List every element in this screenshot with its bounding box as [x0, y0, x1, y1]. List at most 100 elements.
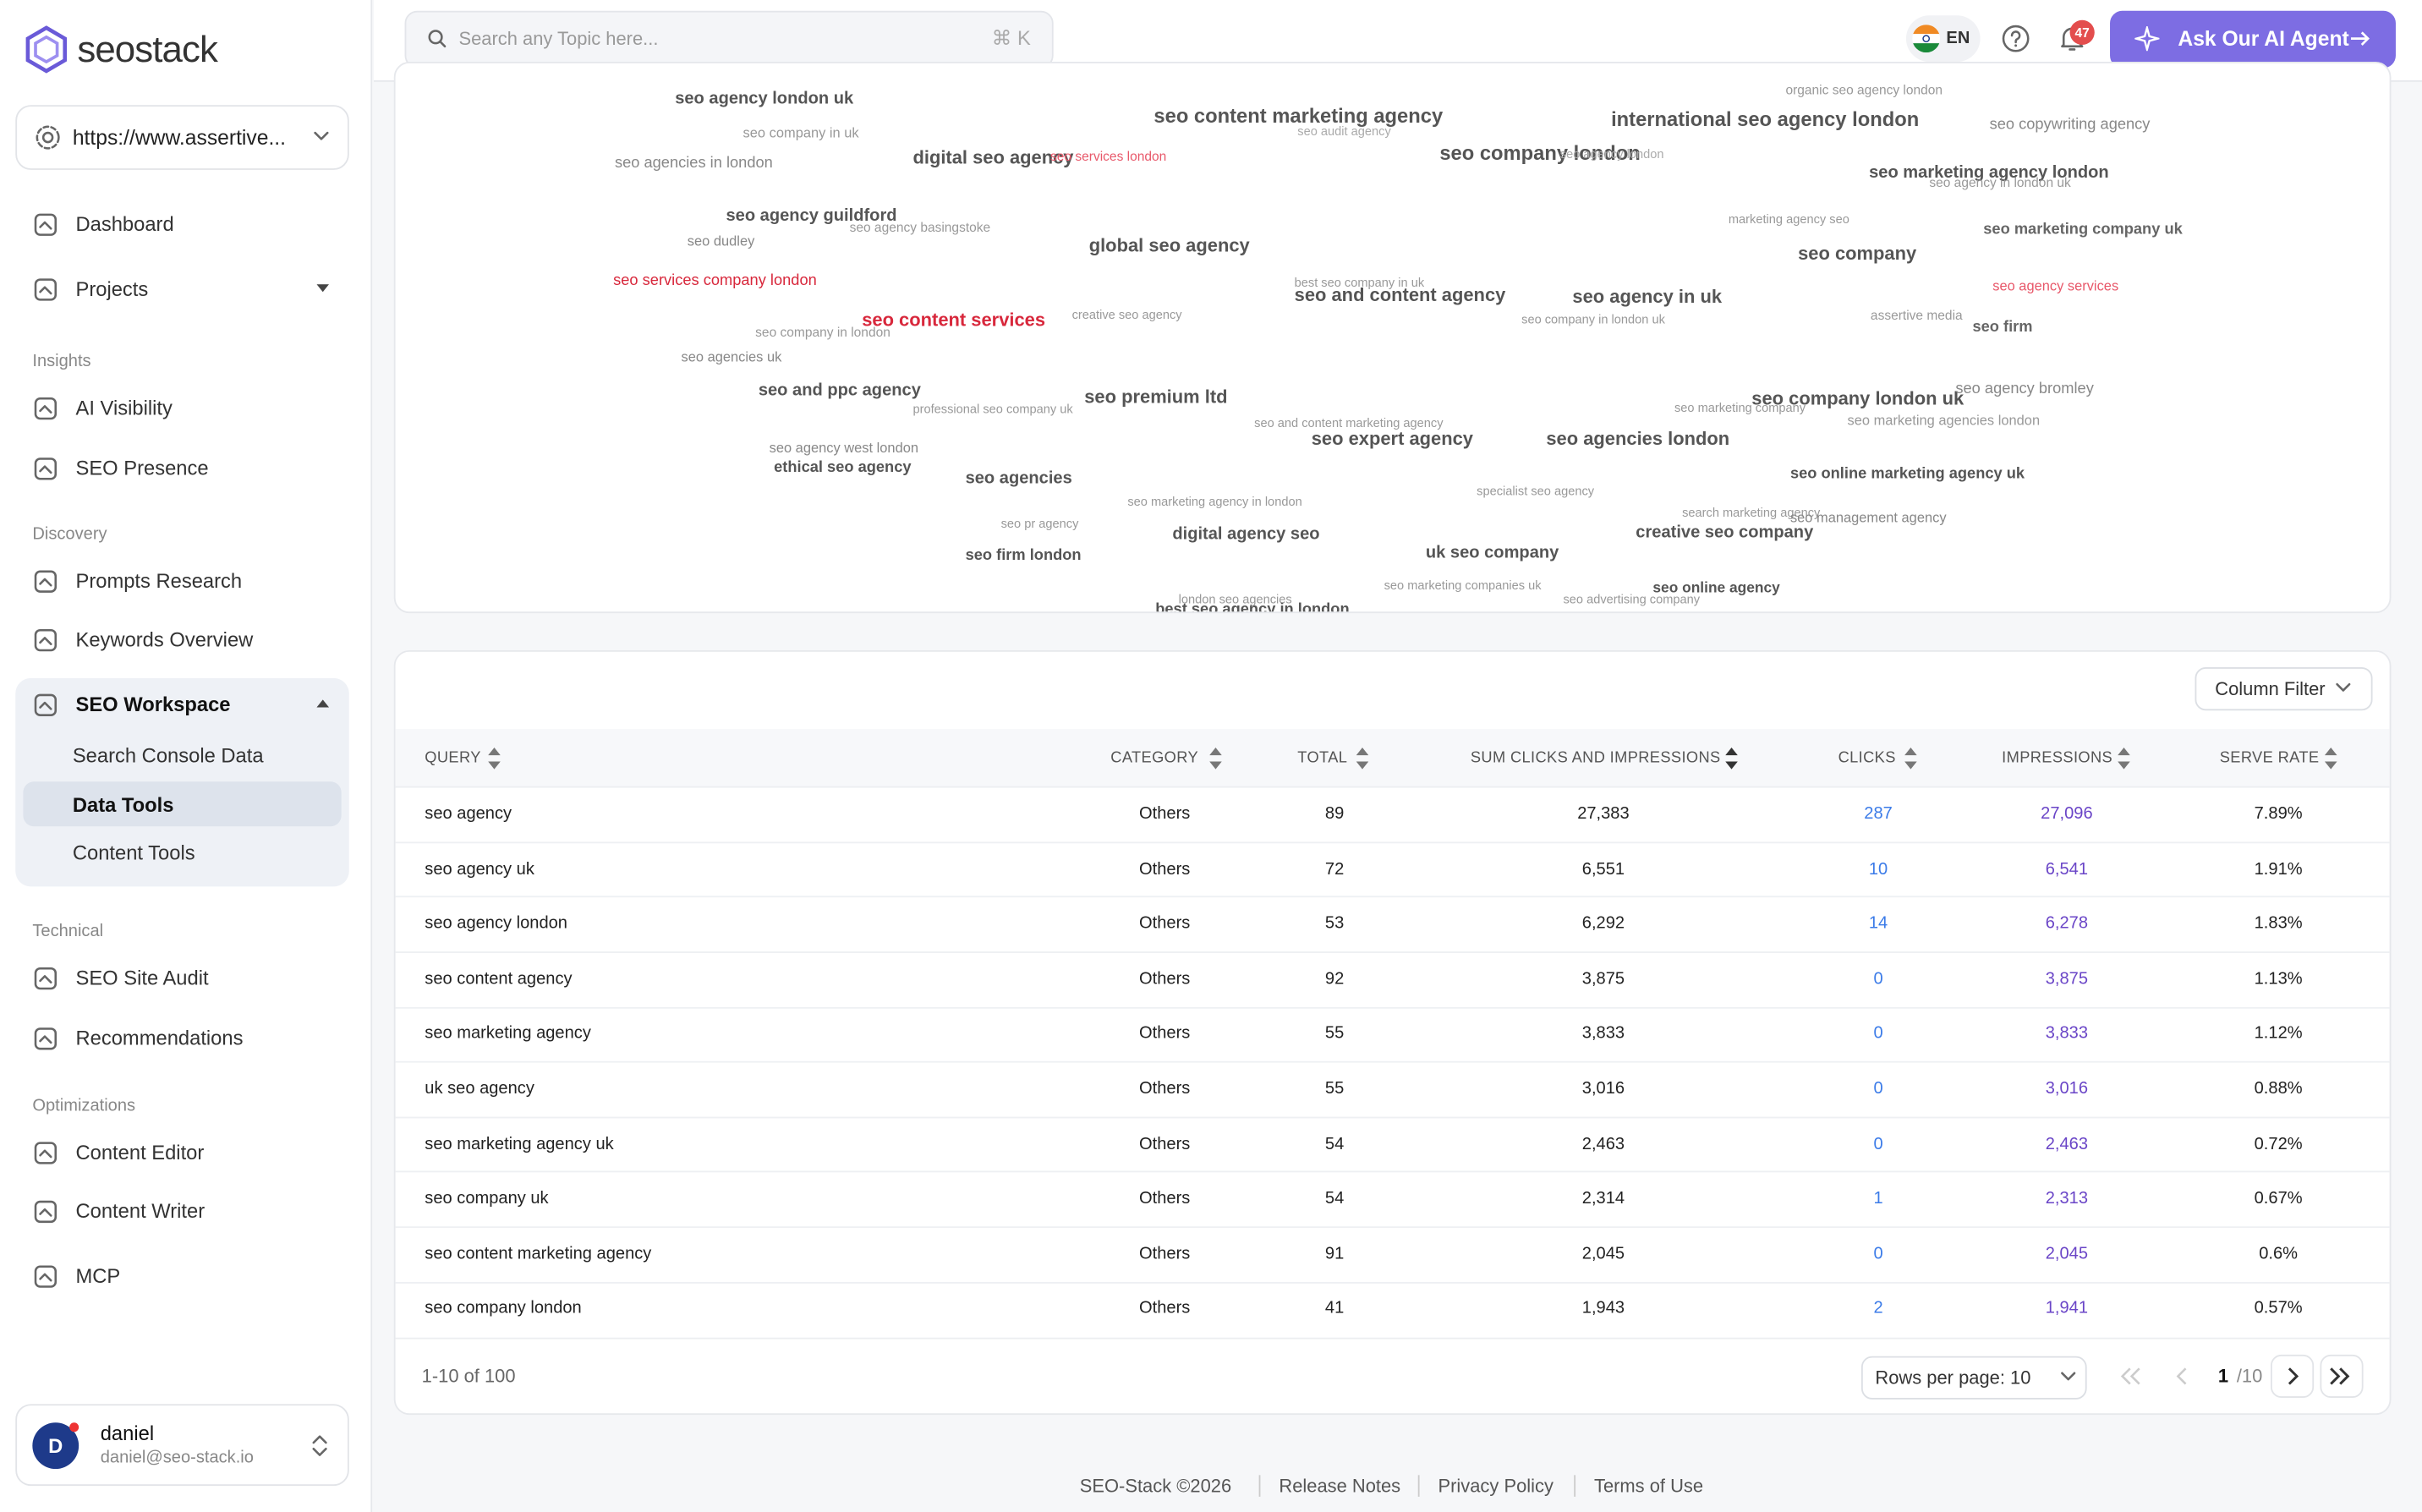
table-cell: 2,313 — [2045, 1189, 2089, 1208]
table-cell: Others — [1139, 1189, 1191, 1208]
user-email: daniel@seo-stack.io — [100, 1449, 254, 1468]
table-cell: 41 — [1324, 1299, 1345, 1318]
table-cell: seo company uk — [425, 1189, 549, 1208]
help-icon[interactable] — [2002, 25, 2030, 52]
cloud-word: seo marketing agency in london — [1127, 495, 1302, 509]
site-url: https://www.assertive... — [72, 125, 286, 150]
cloud-word: seo marketing companies uk — [1384, 578, 1542, 593]
row-divider — [395, 896, 2390, 898]
nav-item[interactable]: SEO Site Audit — [75, 966, 209, 989]
table-cell: 14 — [1868, 914, 1888, 934]
column-header[interactable]: SERVE RATE — [2219, 749, 2320, 767]
last-button[interactable] — [2320, 1354, 2364, 1399]
table-cell: Others — [1139, 914, 1191, 934]
nav-item[interactable]: Recommendations — [75, 1026, 244, 1050]
table-cell: 91 — [1324, 1244, 1345, 1263]
section-label: Insights — [32, 352, 91, 371]
nav-item[interactable]: SEO Presence — [75, 456, 209, 480]
cloud-word: seo dudley — [687, 233, 755, 249]
sort-icon[interactable] — [2324, 748, 2337, 770]
nav-item[interactable]: MCP — [75, 1264, 121, 1288]
sub-nav-item[interactable]: Content Tools — [72, 841, 195, 864]
sort-icon[interactable] — [1725, 748, 1738, 770]
cloud-word: seo company in london — [755, 324, 890, 340]
cloud-word: seo marketing agency london — [1869, 163, 2109, 183]
sort-icon[interactable] — [1356, 748, 1369, 770]
table-cell: 89 — [1324, 804, 1345, 824]
cloud-word: professional seo company uk — [912, 402, 1073, 417]
table-cell: Others — [1139, 969, 1191, 989]
cloud-word: search marketing agency — [1682, 506, 1821, 520]
nav-icon — [34, 1265, 58, 1288]
table-cell: Others — [1139, 859, 1191, 879]
cloud-word: seo company london — [1439, 141, 1641, 165]
row-divider — [395, 1061, 2390, 1063]
section-label: Discovery — [32, 525, 107, 544]
row-divider — [395, 951, 2390, 953]
nav-item[interactable]: Projects — [75, 277, 149, 301]
sub-nav-item[interactable]: Data Tools — [72, 792, 174, 817]
sort-icon[interactable] — [488, 748, 501, 770]
cloud-word: seo agency services — [1992, 277, 2119, 294]
nav-icon — [34, 693, 58, 716]
cloud-word: seo agency in uk — [1572, 285, 1723, 308]
nav-item[interactable]: Content Editor — [75, 1140, 205, 1164]
sort-icon[interactable] — [1209, 748, 1222, 770]
next-button[interactable] — [2271, 1354, 2315, 1399]
column-header[interactable]: CLICKS — [1838, 749, 1896, 767]
arrow-icon — [2350, 31, 2370, 46]
footer-link[interactable]: Release Notes — [1279, 1475, 1401, 1497]
table-cell: 0 — [1873, 1079, 1883, 1098]
nav-item[interactable]: Dashboard — [75, 212, 174, 236]
footer-link[interactable]: Terms of Use — [1593, 1475, 1704, 1497]
table-cell: 0 — [1873, 1024, 1883, 1044]
prev-page — [2176, 1367, 2187, 1385]
row-divider — [395, 1116, 2390, 1119]
cloud-word: seo services company london — [613, 272, 817, 290]
sort-icon[interactable] — [2118, 748, 2130, 770]
nav-item[interactable]: SEO Workspace — [75, 693, 231, 716]
nav-item[interactable]: Content Writer — [75, 1199, 205, 1223]
table-cell: uk seo agency — [425, 1079, 534, 1098]
table-cell: 6,541 — [2045, 859, 2089, 879]
table-cell: 2,045 — [2045, 1244, 2089, 1263]
sub-nav-item[interactable]: Search Console Data — [72, 743, 264, 767]
table-header — [395, 729, 2390, 788]
cloud-word: seo premium ltd — [1084, 386, 1228, 408]
table-cell: 2 — [1873, 1299, 1883, 1318]
cloud-word: seo agency london — [1559, 147, 1664, 162]
site-selector[interactable] — [15, 105, 349, 170]
nav-icon — [34, 1200, 58, 1224]
column-header[interactable]: QUERY — [425, 749, 481, 767]
column-header[interactable]: CATEGORY — [1110, 749, 1199, 767]
cloud-word: seo agencies — [965, 469, 1072, 489]
table-cell: seo agency uk — [425, 859, 534, 879]
table-cell: 27,383 — [1577, 804, 1630, 824]
column-header[interactable]: SUM CLICKS AND IMPRESSIONS — [1470, 749, 1721, 767]
row-divider — [395, 841, 2390, 843]
nav-item[interactable]: Prompts Research — [75, 569, 243, 593]
table-cell: 54 — [1324, 1134, 1345, 1153]
footer-link[interactable]: Privacy Policy — [1438, 1475, 1553, 1497]
row-divider — [395, 1281, 2390, 1284]
column-header[interactable]: TOTAL — [1297, 749, 1348, 767]
cloud-word: seo marketing agencies london — [1847, 412, 2041, 428]
notification-count: 47 — [2074, 25, 2090, 41]
avatar-initial: D — [48, 1433, 63, 1458]
column-header[interactable]: IMPRESSIONS — [2002, 749, 2113, 767]
rows-per-page-select[interactable] — [1860, 1356, 2087, 1400]
table-cell: 0.72% — [2254, 1134, 2303, 1153]
language: EN — [1946, 29, 1970, 48]
chevron — [2336, 682, 2351, 692]
sort-icon[interactable] — [1904, 748, 1917, 770]
cloud-word: seo marketing company uk — [1983, 222, 2183, 239]
cloud-word: assertive media — [1870, 307, 1963, 323]
cloud-word: best seo agency in london — [1155, 601, 1350, 612]
table-cell: seo marketing agency — [425, 1024, 591, 1044]
nav-item[interactable]: AI Visibility — [75, 396, 173, 419]
page: 1 — [2217, 1365, 2229, 1388]
table-cell: 6,551 — [1581, 859, 1625, 879]
nav-item[interactable]: Keywords Overview — [75, 627, 254, 651]
table-cell: Others — [1139, 1134, 1191, 1153]
range: 1-10 of 100 — [421, 1365, 516, 1388]
